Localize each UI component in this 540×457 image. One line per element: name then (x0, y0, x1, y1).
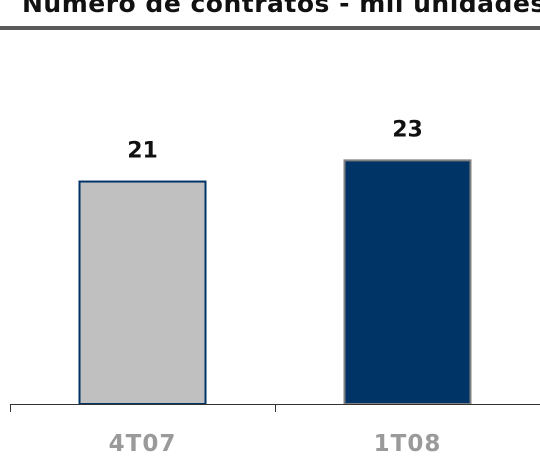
x-axis (10, 404, 540, 412)
bar-1T08 (343, 159, 472, 405)
chart-title: Número de contratos - mil unidades (22, 0, 540, 18)
value-label-1T08: 23 (392, 117, 423, 142)
value-labels-group: 21 23 (127, 117, 423, 163)
bar-4T07 (78, 180, 207, 405)
x-tick-label-4T07: 4T07 (109, 431, 177, 457)
title-underline (0, 26, 540, 30)
value-label-4T07: 21 (127, 139, 158, 164)
bars-group (78, 159, 472, 405)
x-tick-labels-group: 4T07 1T08 (109, 431, 442, 457)
x-tick-label-1T08: 1T08 (374, 431, 442, 457)
